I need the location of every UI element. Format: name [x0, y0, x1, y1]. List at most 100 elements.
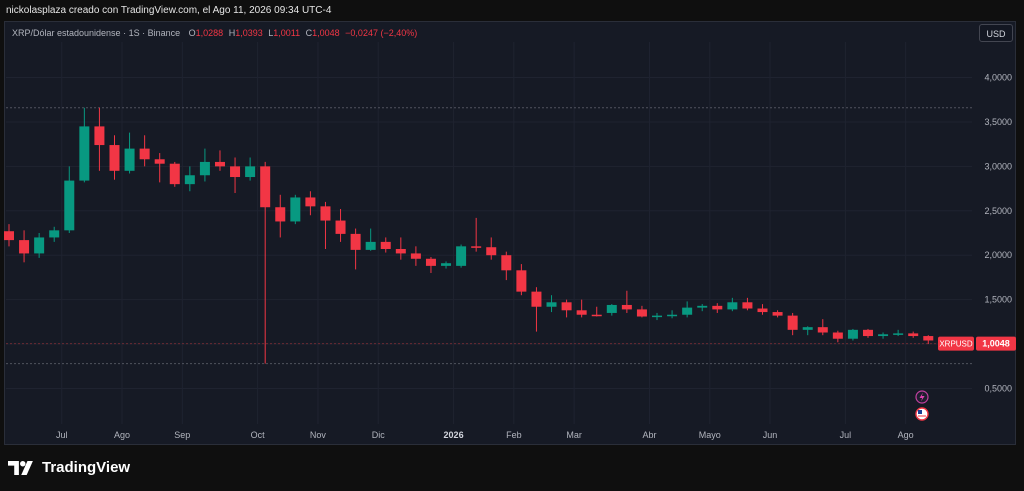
candle[interactable]	[49, 226, 60, 242]
candle-body	[410, 253, 421, 259]
candle[interactable]	[410, 246, 421, 266]
candle-body	[19, 240, 30, 254]
candle[interactable]	[260, 161, 271, 364]
x-tick-label: Mayo	[699, 430, 721, 440]
candle[interactable]	[139, 135, 150, 167]
x-tick-label: Jul	[56, 430, 68, 440]
x-tick-label: Ago	[898, 430, 914, 440]
candle[interactable]	[878, 332, 889, 339]
y-tick-label: 3,0000	[984, 161, 1012, 171]
candle[interactable]	[441, 261, 452, 269]
candle[interactable]	[154, 153, 165, 183]
candle[interactable]	[576, 299, 587, 318]
candle-body	[139, 148, 150, 160]
candle-body	[667, 314, 678, 317]
candle[interactable]	[335, 209, 346, 242]
candle[interactable]	[772, 310, 783, 318]
candle[interactable]	[275, 194, 286, 238]
x-tick-label: Nov	[310, 430, 327, 440]
candle-body	[245, 166, 256, 178]
candle[interactable]	[214, 150, 225, 171]
candle[interactable]	[742, 297, 753, 311]
candle[interactable]	[350, 228, 361, 270]
candle-body	[531, 291, 542, 307]
candle[interactable]	[847, 328, 858, 341]
candle[interactable]	[230, 157, 241, 194]
candle[interactable]	[923, 335, 934, 345]
candle[interactable]	[802, 326, 813, 336]
candle[interactable]	[621, 290, 632, 313]
candle[interactable]	[395, 237, 406, 260]
candle[interactable]	[817, 319, 828, 336]
candle[interactable]	[109, 135, 120, 180]
candle[interactable]	[501, 251, 512, 281]
candle-body	[335, 220, 346, 234]
candle[interactable]	[531, 287, 542, 332]
candle-body	[893, 333, 904, 335]
candle[interactable]	[682, 301, 693, 318]
candle[interactable]	[380, 237, 391, 253]
candle-body	[275, 207, 286, 222]
candle-body	[109, 145, 120, 171]
candle[interactable]	[4, 224, 14, 247]
high-label: H	[228, 28, 236, 38]
candle-body	[772, 312, 783, 316]
candle-body	[606, 304, 617, 313]
candle[interactable]	[34, 233, 45, 258]
candle[interactable]	[169, 161, 180, 187]
x-tick-label: Oct	[251, 430, 266, 440]
candle[interactable]	[486, 237, 497, 260]
candle[interactable]	[305, 191, 316, 216]
candle[interactable]	[727, 297, 738, 312]
symbol-legend: XRP/Dólar estadounidense · 1S · Binance …	[12, 28, 417, 38]
candle[interactable]	[712, 303, 723, 313]
tradingview-brand[interactable]: TradingView	[8, 459, 130, 476]
candle[interactable]	[832, 330, 843, 343]
currency-button[interactable]: USD	[979, 24, 1013, 42]
candle[interactable]	[471, 217, 482, 252]
open-label: O	[188, 28, 196, 38]
candle[interactable]	[561, 299, 572, 318]
candle[interactable]	[124, 132, 135, 174]
candle[interactable]	[606, 304, 617, 316]
candle[interactable]	[365, 228, 376, 251]
candle-body	[425, 258, 436, 266]
candle[interactable]	[908, 331, 919, 338]
candle-body	[214, 161, 225, 167]
open-value: 1,0288	[195, 28, 224, 38]
candle[interactable]	[456, 244, 467, 268]
candle[interactable]	[79, 107, 90, 183]
x-tick-label: Jun	[763, 430, 778, 440]
candle-body	[395, 248, 406, 254]
candle[interactable]	[546, 295, 557, 313]
candle[interactable]	[636, 305, 647, 318]
candle[interactable]	[757, 304, 768, 315]
candle[interactable]	[425, 256, 436, 273]
candle[interactable]	[199, 148, 210, 182]
candle[interactable]	[652, 312, 663, 321]
candle[interactable]	[893, 329, 904, 337]
candle-body	[516, 270, 527, 292]
candle[interactable]	[787, 312, 798, 336]
candle-body	[636, 309, 647, 317]
candle[interactable]	[19, 230, 30, 263]
candle[interactable]	[862, 328, 873, 338]
x-tick-label: Dic	[372, 430, 385, 440]
candle[interactable]	[94, 107, 105, 171]
candle[interactable]	[667, 310, 678, 319]
symbol-title: XRP/Dólar estadounidense · 1S · Binance	[12, 28, 181, 38]
candle[interactable]	[184, 166, 195, 192]
candle[interactable]	[290, 194, 301, 225]
symbol-tag-bg	[938, 336, 974, 351]
high-value: 1,0393	[235, 28, 263, 38]
candle[interactable]	[320, 201, 331, 249]
candle[interactable]	[697, 304, 708, 312]
candle[interactable]	[516, 264, 527, 296]
chart-caption: nickolasplaza creado con TradingView.com…	[6, 5, 332, 16]
candle[interactable]	[64, 166, 75, 233]
candle[interactable]	[245, 157, 256, 181]
candle[interactable]	[591, 306, 602, 317]
symbol-tag: XRPUSD	[939, 340, 973, 349]
candle-body	[546, 302, 557, 307]
